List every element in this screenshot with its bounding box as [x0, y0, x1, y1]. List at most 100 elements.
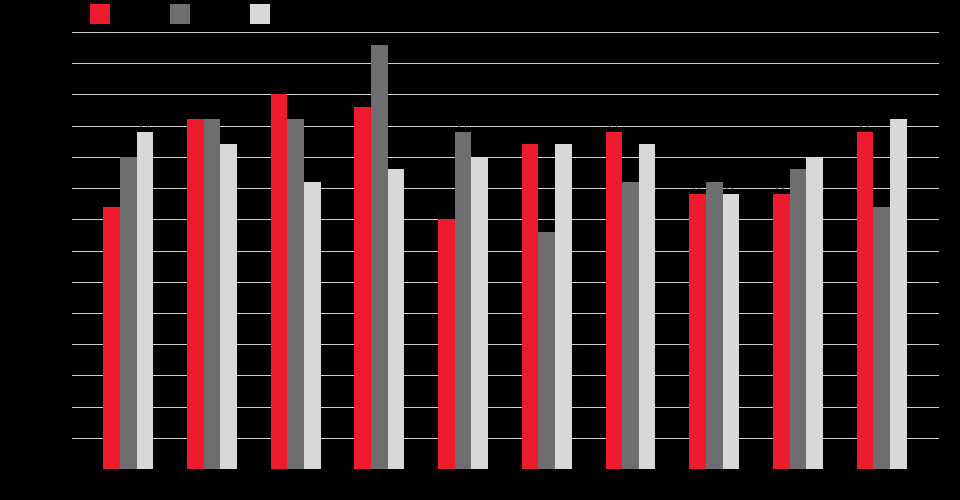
chart-legend: [0, 0, 960, 30]
bar-series-1: [270, 94, 288, 469]
bar-value-label: 27: [608, 119, 620, 131]
bar-value-label: 22: [775, 182, 787, 194]
bar-group: 20 27 25: [438, 32, 489, 469]
bar-series-1: [354, 106, 372, 469]
bar-series-1: [438, 219, 455, 469]
gridline: 2.5: [49, 432, 939, 444]
bar-value-label: 23: [708, 169, 720, 181]
bar-series-3: [220, 144, 237, 469]
bar-value-label: 27: [457, 119, 469, 131]
bar-value-label: 34: [373, 32, 385, 44]
bar-group: 27 21 28: [856, 32, 907, 469]
bar-series-2: [454, 131, 472, 469]
gridline: 12.5: [43, 307, 939, 319]
gridline: 30: [52, 88, 939, 100]
bar-series-2: [622, 181, 639, 469]
y-axis-tick-label: 10: [51, 338, 64, 351]
legend-swatch: [250, 4, 270, 24]
bar-value-label: 22: [691, 182, 704, 194]
gridline: 32.5: [43, 57, 939, 69]
bar-series-2: [119, 156, 137, 469]
bar-group: 27 23 26: [605, 32, 656, 469]
bar-series-2: [203, 119, 221, 469]
y-axis-tick-label: 5: [57, 400, 64, 413]
bar-value-label: 25: [809, 144, 821, 156]
bar-series-2: [789, 169, 807, 469]
y-axis-tick-label: 35: [51, 26, 64, 38]
y-axis-tick-label: 27.5: [42, 119, 64, 132]
gridline: 7.5: [49, 369, 939, 381]
y-axis-tick-label: 12.5: [42, 306, 64, 319]
bar-series-1: [689, 194, 706, 469]
bar-series-1: [521, 144, 539, 469]
bar-series-3: [889, 119, 907, 469]
bar-series-3: [471, 156, 489, 469]
bar-group: 29 34 24: [354, 32, 405, 469]
gridline: 10: [52, 338, 939, 350]
bar-series-3: [136, 131, 154, 469]
y-axis-tick-label: 32.5: [42, 57, 64, 70]
bar-value-label: 20: [440, 207, 452, 219]
bar-series-3: [304, 181, 321, 469]
bar-series-1: [103, 206, 120, 469]
y-axis-tick-label: 20: [51, 213, 64, 226]
bar-value-label: 21: [106, 194, 118, 206]
bar-value-label: 26: [223, 132, 235, 144]
bar-group: 22 23 22: [689, 32, 740, 469]
y-axis-tick-label: 25: [51, 150, 64, 163]
bar-value-label: 30: [273, 82, 285, 94]
plot-area: 35 32.5 30 27.5 25 22.5 20 17.5 15 12.5 10 7.5 5 2.5 2…: [43, 26, 939, 469]
gridline: 27.5: [43, 120, 939, 132]
gridline: 5: [58, 401, 939, 413]
legend-swatch: [170, 4, 190, 24]
legend-item: [90, 4, 116, 24]
y-axis-tick-label: 30: [51, 88, 64, 101]
bar-series-1: [187, 119, 204, 469]
bar-value-label: 25: [474, 144, 486, 156]
bar-series-1: [856, 131, 874, 469]
bar-series-3: [387, 169, 405, 469]
bar-value-label: 21: [876, 194, 888, 206]
bar-value-label: 27: [139, 119, 151, 131]
legend-swatch: [90, 4, 110, 24]
gridline: 25: [52, 151, 939, 163]
bar-value-label: 19: [541, 219, 553, 231]
y-axis-tick-label: 2.5: [48, 431, 64, 444]
bar-value-label: 24: [792, 157, 804, 169]
bar-series-3: [806, 156, 823, 469]
bar-value-label: 23: [624, 169, 637, 181]
y-axis-tick-label: 15: [51, 275, 64, 288]
bar-value-label: 28: [206, 107, 218, 119]
bar-value-label: 28: [290, 107, 302, 119]
bar-value-label: 28: [189, 107, 201, 119]
bar-series-1: [605, 131, 623, 469]
bar-value-label: 29: [357, 94, 369, 106]
bar-series-2: [371, 44, 388, 469]
bar-series-2: [538, 231, 556, 469]
bar-group: 22 24 25: [772, 32, 823, 469]
bar-value-label: 26: [524, 132, 536, 144]
bar-value-label: 25: [122, 144, 134, 156]
gridline: 17.5: [43, 245, 939, 257]
y-axis-tick-label: 17.5: [42, 244, 64, 257]
bar-series-3: [722, 194, 740, 469]
bar-value-label: 27: [859, 119, 871, 131]
bar-group: 28 28 26: [187, 32, 237, 469]
bar-group: 21 25 27: [103, 32, 154, 469]
y-axis-tick-label: 22.5: [42, 182, 64, 195]
bar-series-3: [638, 144, 656, 469]
bar-series-2: [705, 181, 723, 469]
bar-group: 26 19 26: [521, 32, 572, 469]
legend-item: [170, 4, 196, 24]
y-axis-tick-label: 7.5: [48, 369, 64, 382]
bar-value-label: 22: [725, 182, 737, 194]
legend-item: [250, 4, 276, 24]
gridline: 15: [52, 276, 939, 288]
bar-series-1: [772, 194, 790, 469]
gridline: 35: [52, 26, 939, 38]
bar-value-label: 26: [557, 132, 570, 144]
gridline: 20: [52, 213, 939, 225]
gridline: 22.5: [43, 182, 939, 194]
bar-value-label: 24: [390, 157, 402, 169]
